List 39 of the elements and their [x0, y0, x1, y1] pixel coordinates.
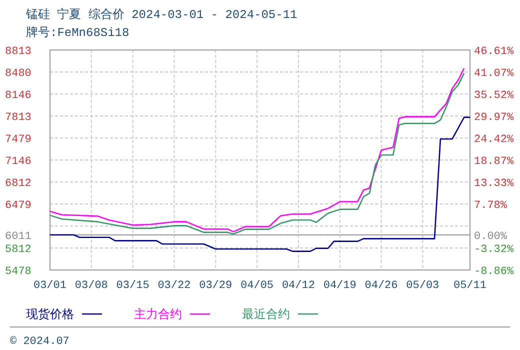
y-tick-label: 6479 [5, 200, 32, 212]
y2-tick-label: 35.52% [474, 90, 514, 102]
chart-subtitle: 牌号:FeMn68Si18 [26, 26, 130, 40]
y-tick-label: 6812 [5, 178, 32, 190]
y2-tick-label: 13.33% [474, 178, 514, 190]
legend-label: 最近合约 [242, 307, 290, 321]
y2-tick-label: -8.86% [474, 266, 514, 278]
y2-tick-label: 24.42% [474, 134, 514, 146]
x-tick-label: 03/22 [158, 280, 191, 292]
y2-tick-label: 18.87% [474, 156, 514, 168]
y2-tick-label: 46.61% [474, 46, 514, 58]
x-tick-label: 03/01 [33, 280, 67, 292]
y-tick-label: 7146 [5, 156, 32, 168]
y-tick-label: 8146 [5, 90, 32, 102]
y2-tick-label: 0.00% [474, 230, 508, 243]
y-tick-label: 7813 [5, 112, 32, 124]
y-tick-label: 6011 [5, 230, 32, 243]
y-tick-label: 5812 [5, 244, 32, 256]
x-tick-label: 03/29 [199, 280, 232, 292]
chart-title: 锰硅 宁夏 综合价 2024-03-01 - 2024-05-11 [25, 7, 298, 22]
x-tick-label: 05/03 [406, 280, 440, 292]
y2-tick-label: 41.07% [474, 68, 514, 80]
x-tick-label: 03/15 [116, 280, 150, 292]
x-tick-label: 03/08 [74, 280, 108, 292]
y-tick-label: 5478 [5, 266, 32, 278]
legend-label: 现货价格 [26, 307, 74, 321]
y2-tick-label: 7.78% [474, 200, 508, 212]
y2-tick-label: 29.97% [474, 112, 514, 124]
y-tick-label: 8813 [5, 46, 32, 58]
legend-label: 主力合约 [134, 307, 182, 321]
y-tick-label: 8480 [5, 68, 32, 80]
x-tick-label: 04/12 [282, 280, 315, 292]
x-tick-label: 04/19 [323, 280, 356, 292]
y-tick-label: 7479 [5, 134, 32, 146]
x-tick-label: 05/11 [453, 280, 487, 292]
x-tick-label: 04/05 [240, 280, 274, 292]
text: © 2024.07 [10, 336, 70, 348]
x-tick-label: 04/26 [364, 280, 398, 292]
y2-tick-label: -3.32% [474, 244, 514, 256]
